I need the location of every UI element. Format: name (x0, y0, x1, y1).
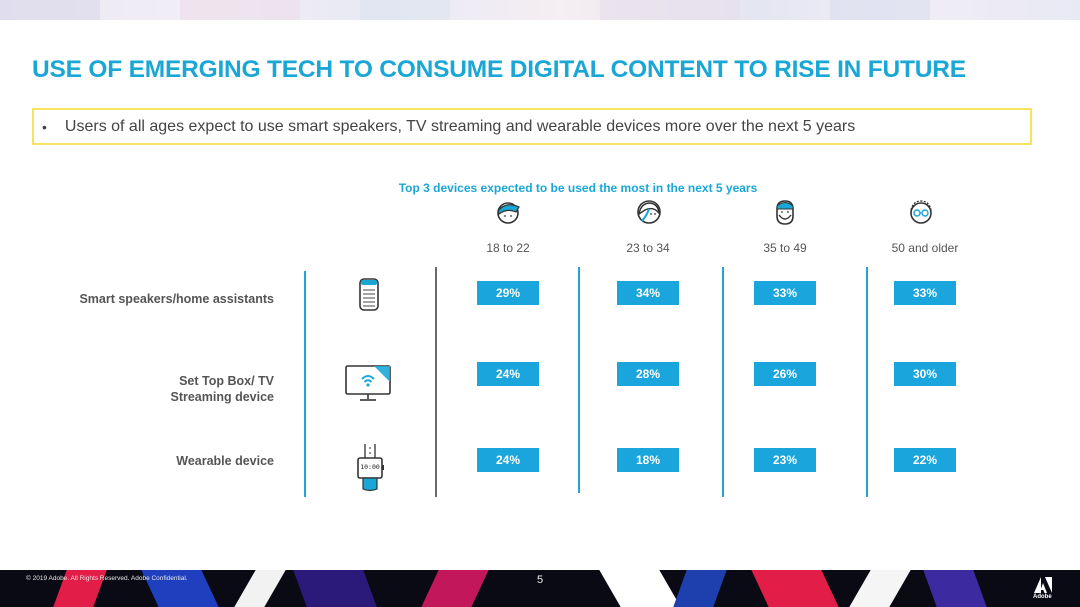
band-stripe (600, 0, 740, 20)
band-stripe (180, 0, 300, 20)
value-cell: 34% (617, 281, 679, 305)
band-shape (293, 570, 377, 607)
row-label-tv-streaming: Set Top Box/ TV Streaming device (170, 374, 274, 404)
row-label-smart-speakers: Smart speakers/home assistants (79, 292, 274, 306)
top-decorative-band (0, 0, 1080, 20)
young-person-icon (497, 202, 520, 224)
value-cell: 24% (477, 362, 539, 386)
band-shape (599, 570, 681, 607)
band-shape (673, 570, 727, 607)
adobe-wordmark: Adobe (1033, 594, 1052, 600)
band-shape (849, 570, 911, 607)
adult-woman-icon (637, 200, 661, 224)
smart-speaker-icon (359, 278, 379, 311)
value-cell: 30% (894, 362, 956, 386)
bullet-marker: • (42, 118, 47, 135)
row-label-wearable: Wearable device (176, 454, 274, 468)
smartwatch-outline (357, 444, 384, 492)
band-stripe (360, 0, 450, 20)
older-person-icon (910, 200, 932, 224)
value-cell: 26% (754, 362, 816, 386)
column-label-23-to-34: 23 to 34 (626, 241, 670, 255)
page-number: 5 (536, 574, 544, 586)
bottom-decorative-band (0, 570, 1080, 607)
value-cell: 22% (894, 448, 956, 472)
value-cell: 23% (754, 448, 816, 472)
key-takeaway-callout: • Users of all ages expect to use smart … (32, 108, 1032, 145)
value-cell: 28% (617, 362, 679, 386)
callout-text: Users of all ages expect to use smart sp… (64, 117, 856, 135)
column-divider-line (866, 267, 868, 497)
label-divider-line (304, 271, 306, 497)
watch-face-time: 10:00 (360, 463, 380, 471)
value-cell: 33% (894, 281, 956, 305)
band-stripe (830, 0, 930, 20)
tv-streaming-icon (345, 365, 391, 401)
band-shape (234, 570, 286, 607)
band-shape (923, 570, 987, 607)
column-divider-line (578, 267, 580, 493)
slide-title: USE OF EMERGING TECH TO CONSUME DIGITAL … (32, 56, 966, 83)
value-cell: 33% (754, 281, 816, 305)
copyright-notice: © 2019 Adobe. All Rights Reserved. Adobe… (26, 575, 188, 582)
adobe-logo-icon (1034, 577, 1052, 593)
column-label-35-to-49: 35 to 49 (763, 241, 807, 255)
band-stripe (0, 0, 100, 20)
bearded-man-icon (776, 200, 794, 225)
column-divider-line (722, 267, 724, 497)
value-cell: 18% (617, 448, 679, 472)
smartwatch-icon: 10:00 (355, 443, 385, 493)
band-shape (751, 570, 839, 607)
column-label-18-to-22: 18 to 22 (486, 241, 530, 255)
band-shape (421, 570, 489, 607)
chart-title: Top 3 devices expected to be used the mo… (398, 181, 758, 195)
icon-divider-line (435, 267, 437, 497)
value-cell: 24% (477, 448, 539, 472)
value-cell: 29% (477, 281, 539, 305)
column-label-50-and-older: 50 and older (891, 241, 959, 255)
